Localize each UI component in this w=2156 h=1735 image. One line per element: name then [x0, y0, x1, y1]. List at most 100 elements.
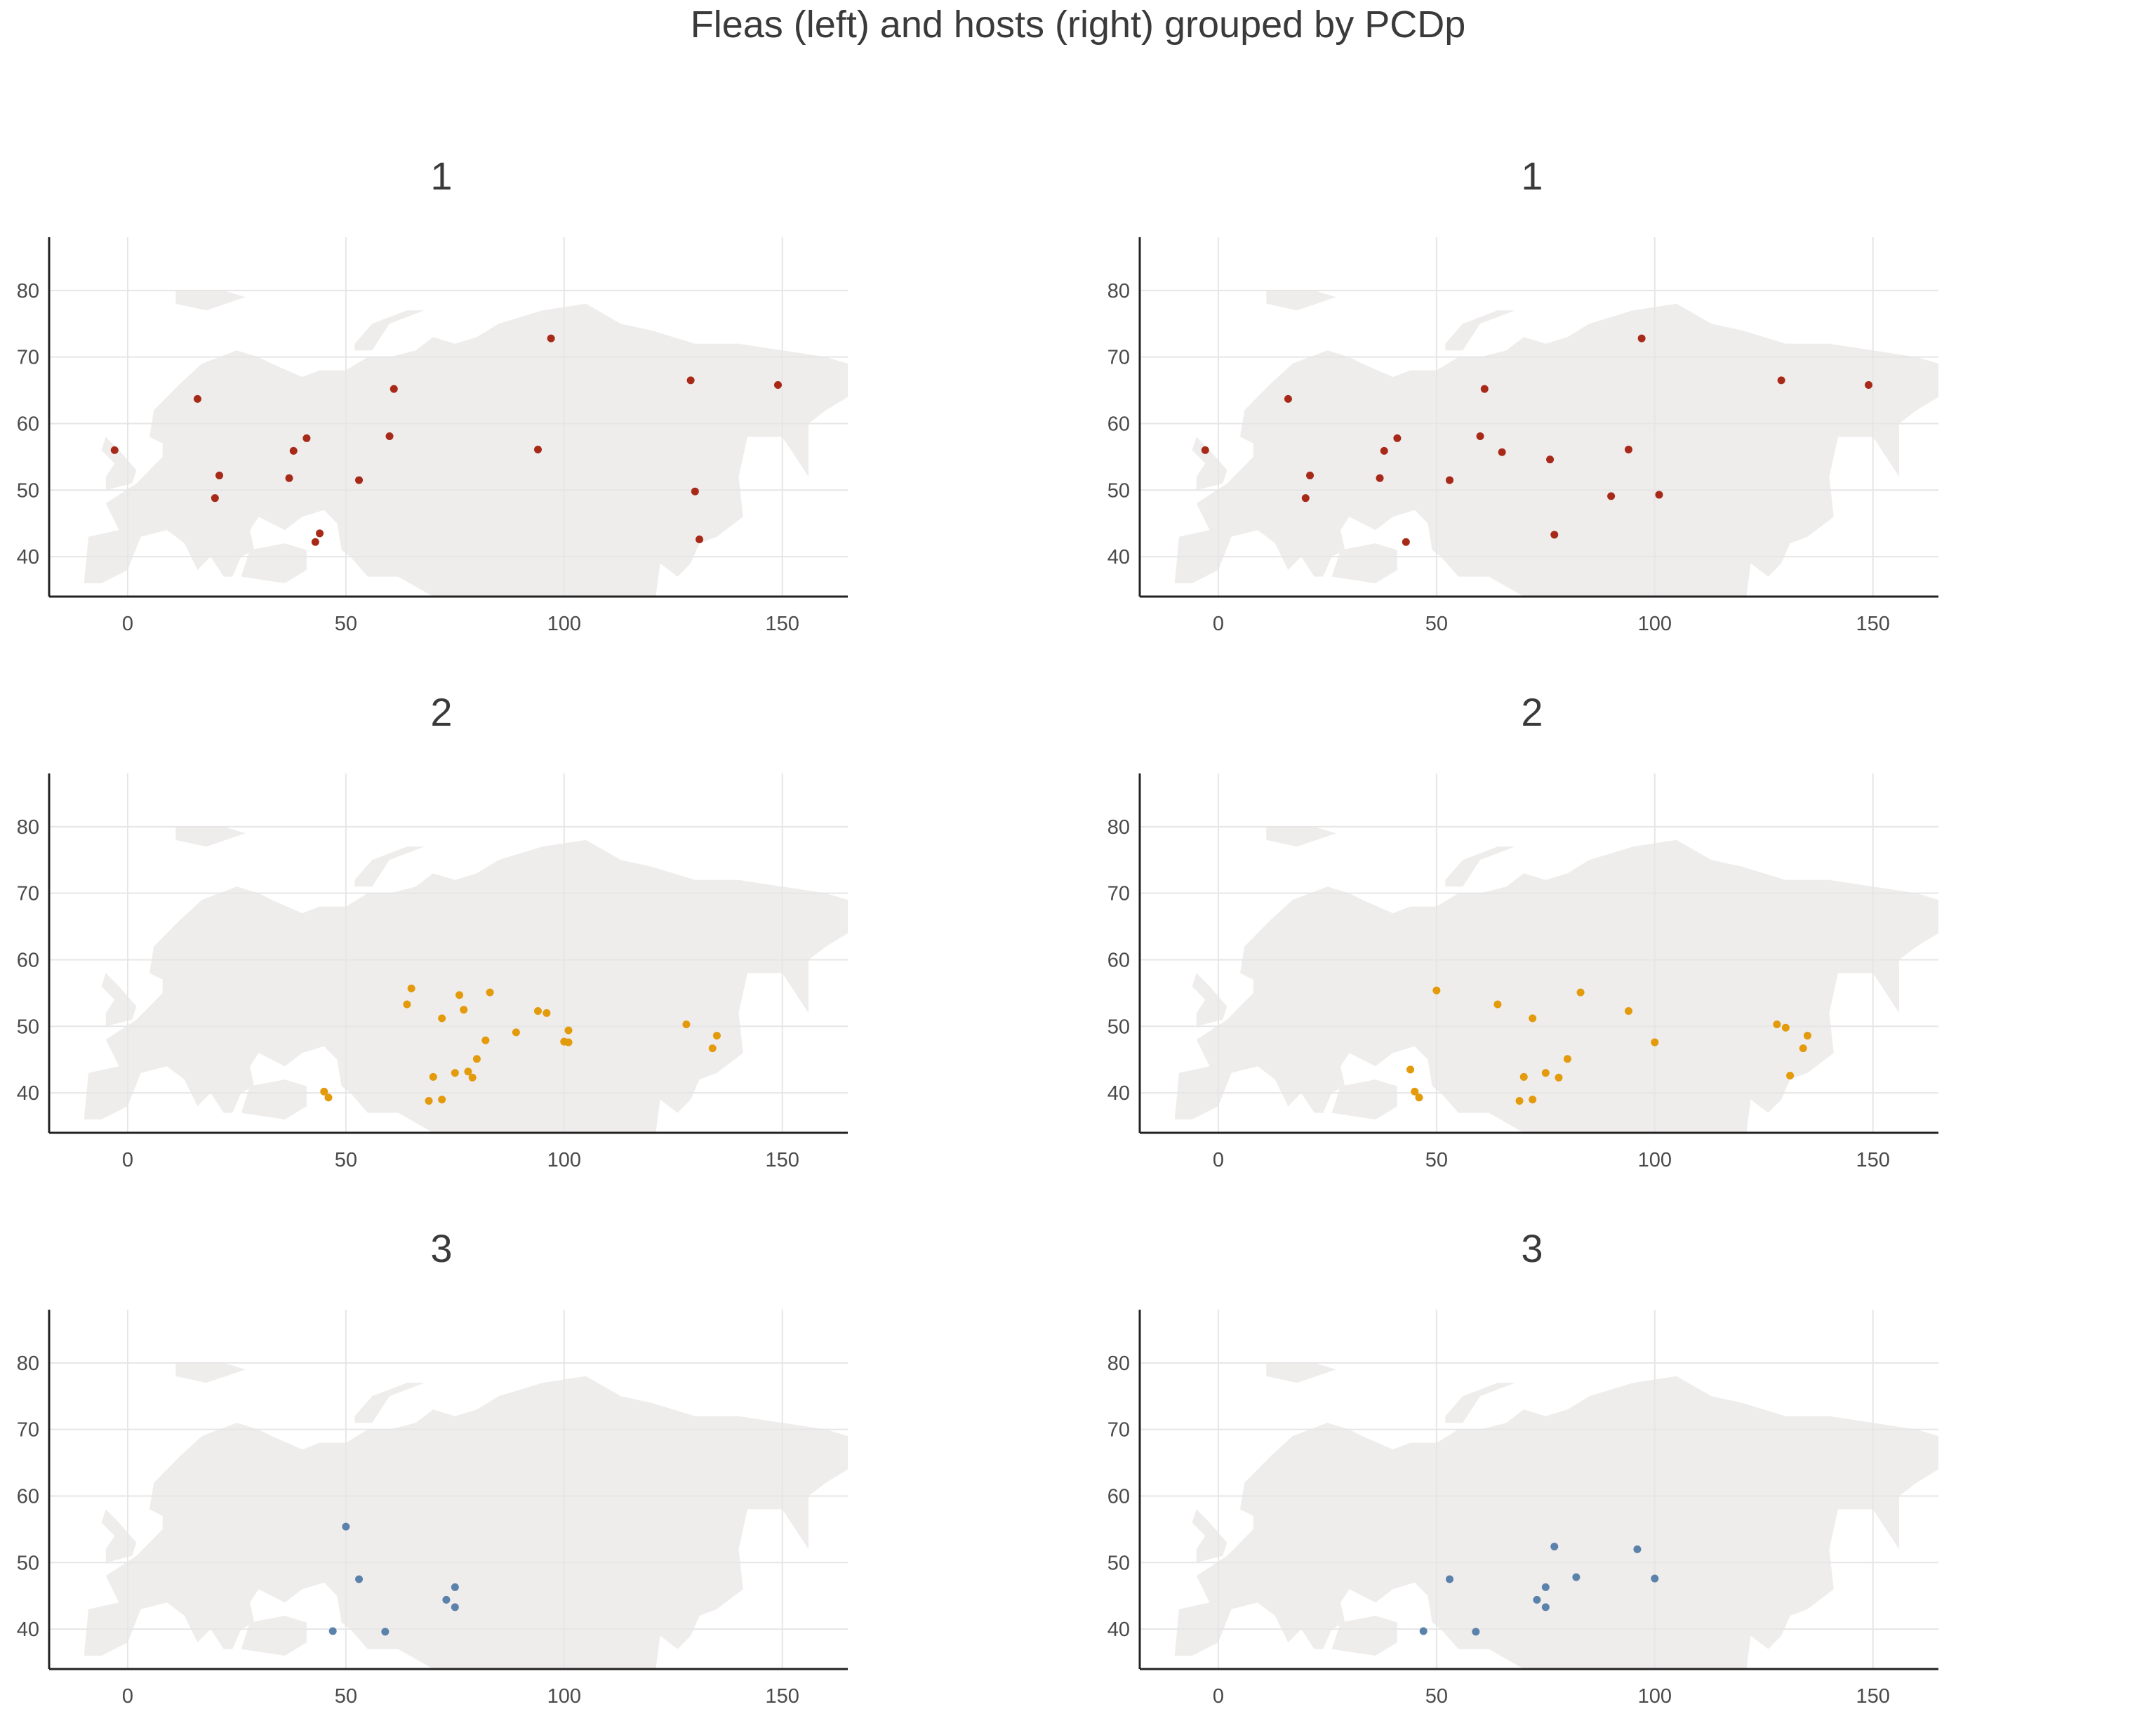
data-point	[1865, 380, 1873, 389]
data-point	[1572, 1573, 1581, 1581]
data-point	[1446, 476, 1454, 484]
data-point	[451, 1069, 459, 1077]
data-point	[691, 487, 699, 496]
data-point	[328, 1627, 337, 1635]
data-point	[708, 1044, 717, 1053]
data-point	[355, 476, 364, 484]
data-point	[1799, 1044, 1807, 1053]
data-point	[1576, 988, 1585, 997]
data-point	[1563, 1055, 1571, 1063]
panel-fleas-1: 0 50 100 150 40 50 60 70 80 1	[17, 154, 848, 635]
data-point	[320, 1087, 328, 1096]
data-point	[1637, 334, 1646, 343]
data-point	[403, 1000, 411, 1009]
data-point	[1541, 1069, 1550, 1077]
data-point	[1201, 446, 1209, 454]
data-point	[1432, 986, 1441, 995]
data-point	[472, 1055, 481, 1063]
x-tick-label: 150	[766, 1685, 799, 1708]
data-point	[342, 1522, 350, 1531]
data-point	[1781, 1023, 1790, 1032]
x-tick-label: 0	[1213, 613, 1224, 635]
y-tick-label: 80	[17, 280, 39, 303]
data-point	[1651, 1038, 1659, 1046]
x-tick-label: 150	[1856, 613, 1890, 635]
x-tick-label: 100	[547, 613, 581, 635]
data-point	[533, 445, 542, 453]
data-point	[1624, 445, 1632, 453]
data-point	[1633, 1545, 1642, 1553]
y-tick-label: 80	[17, 816, 39, 839]
data-point	[1498, 448, 1506, 456]
x-tick-label: 0	[1213, 1685, 1224, 1708]
y-tick-label: 70	[17, 347, 39, 369]
panel-title: 3	[1521, 1226, 1543, 1270]
data-point	[438, 1014, 446, 1023]
data-point	[1472, 1628, 1480, 1636]
data-point	[1446, 1575, 1454, 1583]
data-point	[1419, 1627, 1428, 1635]
land-background	[84, 1362, 848, 1669]
data-point	[1519, 1072, 1528, 1081]
data-point	[686, 376, 695, 385]
y-tick-label: 80	[1107, 1352, 1130, 1375]
land-background	[1174, 826, 1938, 1133]
panel-hosts-3: 0 50 100 150 40 50 60 70 80 3	[1107, 1226, 1938, 1708]
data-point	[1301, 494, 1310, 503]
data-point	[1651, 1574, 1659, 1583]
data-point	[1480, 385, 1489, 393]
data-point	[1777, 376, 1785, 385]
data-point	[464, 1068, 472, 1076]
data-point	[1550, 531, 1559, 539]
y-tick-label: 60	[1107, 413, 1130, 435]
y-tick-label: 50	[1107, 1016, 1130, 1038]
x-tick-label: 0	[122, 613, 133, 635]
data-point	[468, 1073, 477, 1082]
data-point	[211, 494, 219, 503]
data-point	[1607, 492, 1616, 500]
y-tick-label: 60	[17, 949, 39, 971]
data-point	[438, 1096, 446, 1104]
data-point	[1515, 1096, 1524, 1105]
data-point	[451, 1583, 459, 1591]
y-tick-label: 80	[1107, 816, 1130, 839]
data-point	[486, 988, 494, 997]
y-tick-label: 60	[1107, 949, 1130, 971]
data-point	[110, 446, 119, 454]
y-tick-label: 70	[1107, 1419, 1130, 1442]
x-tick-label: 0	[122, 1685, 133, 1708]
land-background	[84, 826, 848, 1133]
y-tick-label: 50	[1107, 479, 1130, 502]
data-point	[1406, 1065, 1415, 1074]
x-tick-label: 50	[1425, 613, 1448, 635]
x-tick-label: 50	[335, 613, 357, 635]
data-point	[316, 529, 324, 538]
y-tick-label: 40	[1107, 546, 1130, 569]
data-point	[1624, 1006, 1632, 1015]
data-point	[1803, 1032, 1811, 1040]
panel-title: 2	[430, 690, 452, 734]
panel-title: 3	[430, 1226, 452, 1270]
x-tick-label: 0	[1213, 1149, 1224, 1171]
data-point	[407, 984, 415, 992]
y-tick-label: 80	[1107, 280, 1130, 303]
data-point	[1655, 491, 1663, 499]
y-tick-label: 50	[17, 479, 39, 502]
panel-hosts-1: 0 50 100 150 40 50 60 70 80 1	[1107, 154, 1938, 635]
data-point	[289, 446, 298, 455]
data-point	[385, 432, 394, 440]
data-point	[1555, 1073, 1563, 1082]
data-point	[1411, 1087, 1419, 1096]
data-point	[451, 1603, 459, 1611]
y-tick-label: 40	[17, 1082, 39, 1105]
data-point	[696, 535, 704, 543]
data-point	[543, 1009, 551, 1017]
data-point	[481, 1036, 490, 1044]
x-tick-label: 50	[1425, 1149, 1448, 1171]
data-point	[1533, 1595, 1541, 1604]
x-tick-label: 100	[1638, 613, 1672, 635]
data-point	[324, 1093, 333, 1102]
land-background	[84, 290, 848, 597]
data-point	[1541, 1583, 1550, 1591]
